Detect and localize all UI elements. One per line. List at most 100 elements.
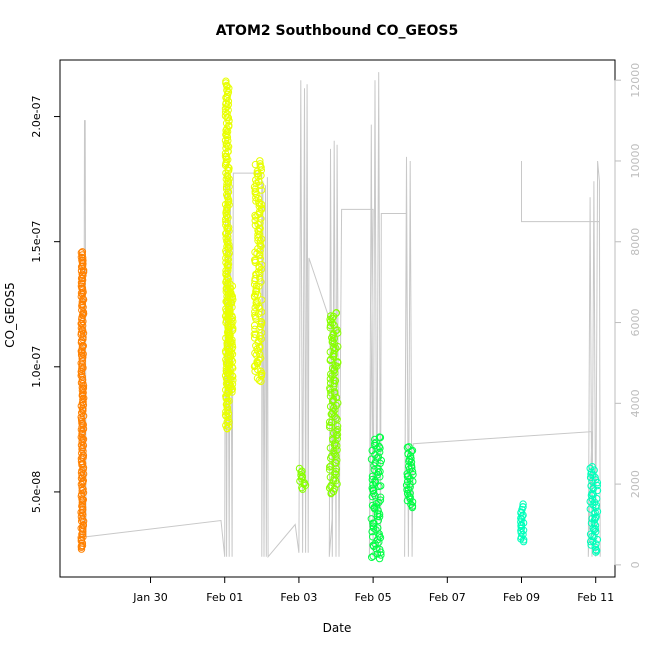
data-point [252, 315, 260, 323]
data-point [593, 486, 602, 495]
data-point [402, 481, 411, 489]
y-right-tick-label: 8000 [629, 228, 642, 256]
x-tick-label: Feb 09 [503, 591, 540, 604]
data-point [254, 194, 262, 203]
data-point [79, 525, 87, 533]
data-point [373, 454, 381, 462]
data-point [593, 547, 601, 555]
data-point [223, 400, 231, 408]
data-point [333, 415, 341, 423]
data-point [327, 370, 335, 378]
y-left-axis: 5.0e-08 1.0e-07 1.5e-07 2.0e-07 [30, 95, 61, 513]
x-tick-label: Feb 05 [355, 591, 392, 604]
data-point [254, 226, 262, 235]
y-right-tick-label: 12000 [629, 63, 642, 98]
data-point [586, 505, 594, 513]
data-point [255, 177, 263, 186]
data-point [251, 325, 259, 333]
data-point [252, 330, 260, 339]
data-point [78, 365, 86, 373]
data-point [326, 375, 335, 383]
data-point [225, 122, 233, 131]
y-right-axis: 0 2000 4000 6000 8000 10000 12000 [614, 63, 642, 568]
data-point [300, 480, 308, 488]
data-point [326, 463, 334, 471]
data-point [228, 385, 237, 393]
data-point [227, 291, 236, 299]
data-point [406, 480, 414, 488]
data-point [251, 160, 260, 169]
data-point [223, 129, 231, 138]
data-point [298, 485, 307, 493]
y-left-tick-label: 2.0e-07 [30, 95, 43, 137]
data-point [226, 280, 234, 288]
data-point [327, 389, 335, 397]
data-point [224, 413, 232, 421]
data-point [225, 423, 233, 431]
data-point [375, 513, 384, 521]
data-point [226, 334, 234, 343]
data-point [332, 427, 340, 435]
data-point [592, 503, 600, 512]
data-point [223, 212, 231, 220]
data-point [77, 433, 86, 441]
data-point [369, 519, 377, 527]
data-point [257, 163, 265, 172]
data-point [333, 422, 342, 430]
data-point [370, 462, 378, 470]
data-point [223, 103, 231, 111]
data-point [256, 350, 264, 359]
data-point [228, 336, 236, 344]
data-point [228, 388, 236, 396]
data-point [222, 126, 230, 135]
data-point [376, 473, 384, 481]
data-point [328, 338, 336, 346]
y-right-tick-label: 4000 [629, 389, 642, 417]
data-point [327, 489, 335, 498]
data-point [329, 408, 337, 416]
y-left-tick-label: 5.0e-08 [30, 471, 43, 513]
data-point [519, 526, 528, 534]
data-point [408, 503, 417, 512]
data-point [78, 297, 87, 306]
data-point [257, 278, 265, 286]
data-point [257, 377, 265, 386]
x-axis: Jan 30 Feb 01 Feb 03 Feb 05 Feb 07 Feb 09 Feb … [132, 576, 614, 604]
data-point [222, 175, 231, 183]
data-point [369, 552, 377, 560]
data-point [251, 303, 259, 312]
data-point [225, 240, 233, 249]
data-point [332, 414, 340, 422]
data-point [326, 321, 335, 330]
data-point [587, 541, 595, 549]
data-point [371, 458, 379, 467]
data-point [223, 110, 231, 118]
y-right-tick-label: 6000 [629, 309, 642, 337]
y-right-tick-label: 10000 [629, 143, 642, 178]
data-point [377, 551, 385, 559]
data-point [333, 430, 342, 439]
data-point [250, 280, 259, 289]
data-point [330, 379, 338, 388]
data-point [333, 326, 341, 334]
data-point [519, 537, 528, 546]
data-point [376, 444, 384, 452]
data-point [223, 404, 232, 412]
data-point [77, 426, 86, 434]
data-point [77, 545, 86, 553]
data-point [257, 205, 266, 214]
data-point [251, 361, 259, 370]
data-point [78, 430, 86, 438]
data-point [222, 229, 231, 237]
data-point [223, 425, 231, 433]
data-point [370, 542, 378, 551]
data-point [372, 499, 381, 508]
data-point [251, 258, 260, 267]
data-point [376, 459, 384, 468]
data-point [255, 376, 263, 384]
data-point [369, 524, 378, 532]
data-point [257, 372, 265, 380]
data-point [295, 464, 304, 473]
data-point [225, 183, 233, 191]
data-point [222, 141, 231, 149]
